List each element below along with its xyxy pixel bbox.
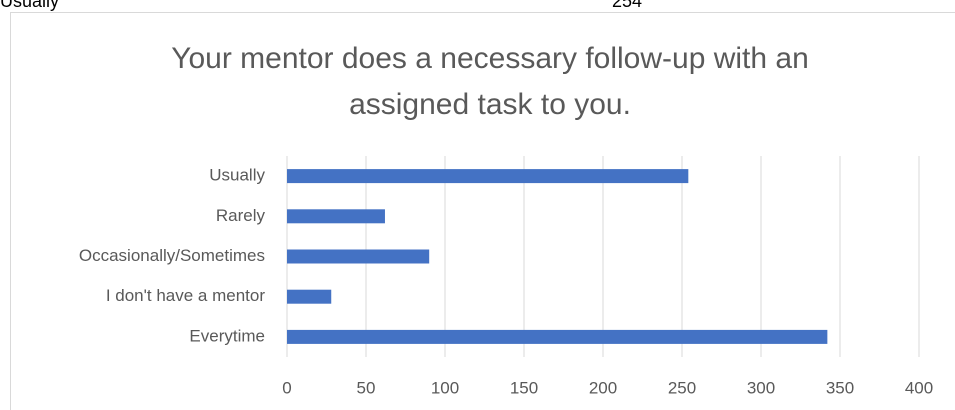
chart-title: Your mentor does a necessary follow-up w… <box>171 42 809 75</box>
y-tick-label: Occasionally/Sometimes <box>79 246 265 265</box>
x-tick-label: 300 <box>747 378 775 397</box>
chart-title: assigned task to you. <box>349 88 631 121</box>
y-tick-label: I don't have a mentor <box>106 286 266 305</box>
y-tick-label: Everytime <box>189 326 265 345</box>
y-tick-label: Usually <box>209 166 265 185</box>
bar <box>287 249 430 264</box>
x-tick-label: 350 <box>826 378 854 397</box>
x-tick-label: 50 <box>357 378 376 397</box>
x-tick-label: 250 <box>668 378 696 397</box>
x-tick-label: 200 <box>589 378 617 397</box>
cell-text: Usually <box>0 0 59 11</box>
bar <box>287 329 828 344</box>
x-tick-label: 400 <box>905 378 933 397</box>
x-tick-label: 150 <box>510 378 538 397</box>
bar <box>287 169 689 184</box>
x-tick-label: 0 <box>282 378 291 397</box>
x-tick-label: 100 <box>431 378 459 397</box>
cell-text: 254 <box>612 0 642 11</box>
bar <box>287 289 332 304</box>
y-tick-label: Rarely <box>216 206 266 225</box>
bar <box>287 209 385 224</box>
